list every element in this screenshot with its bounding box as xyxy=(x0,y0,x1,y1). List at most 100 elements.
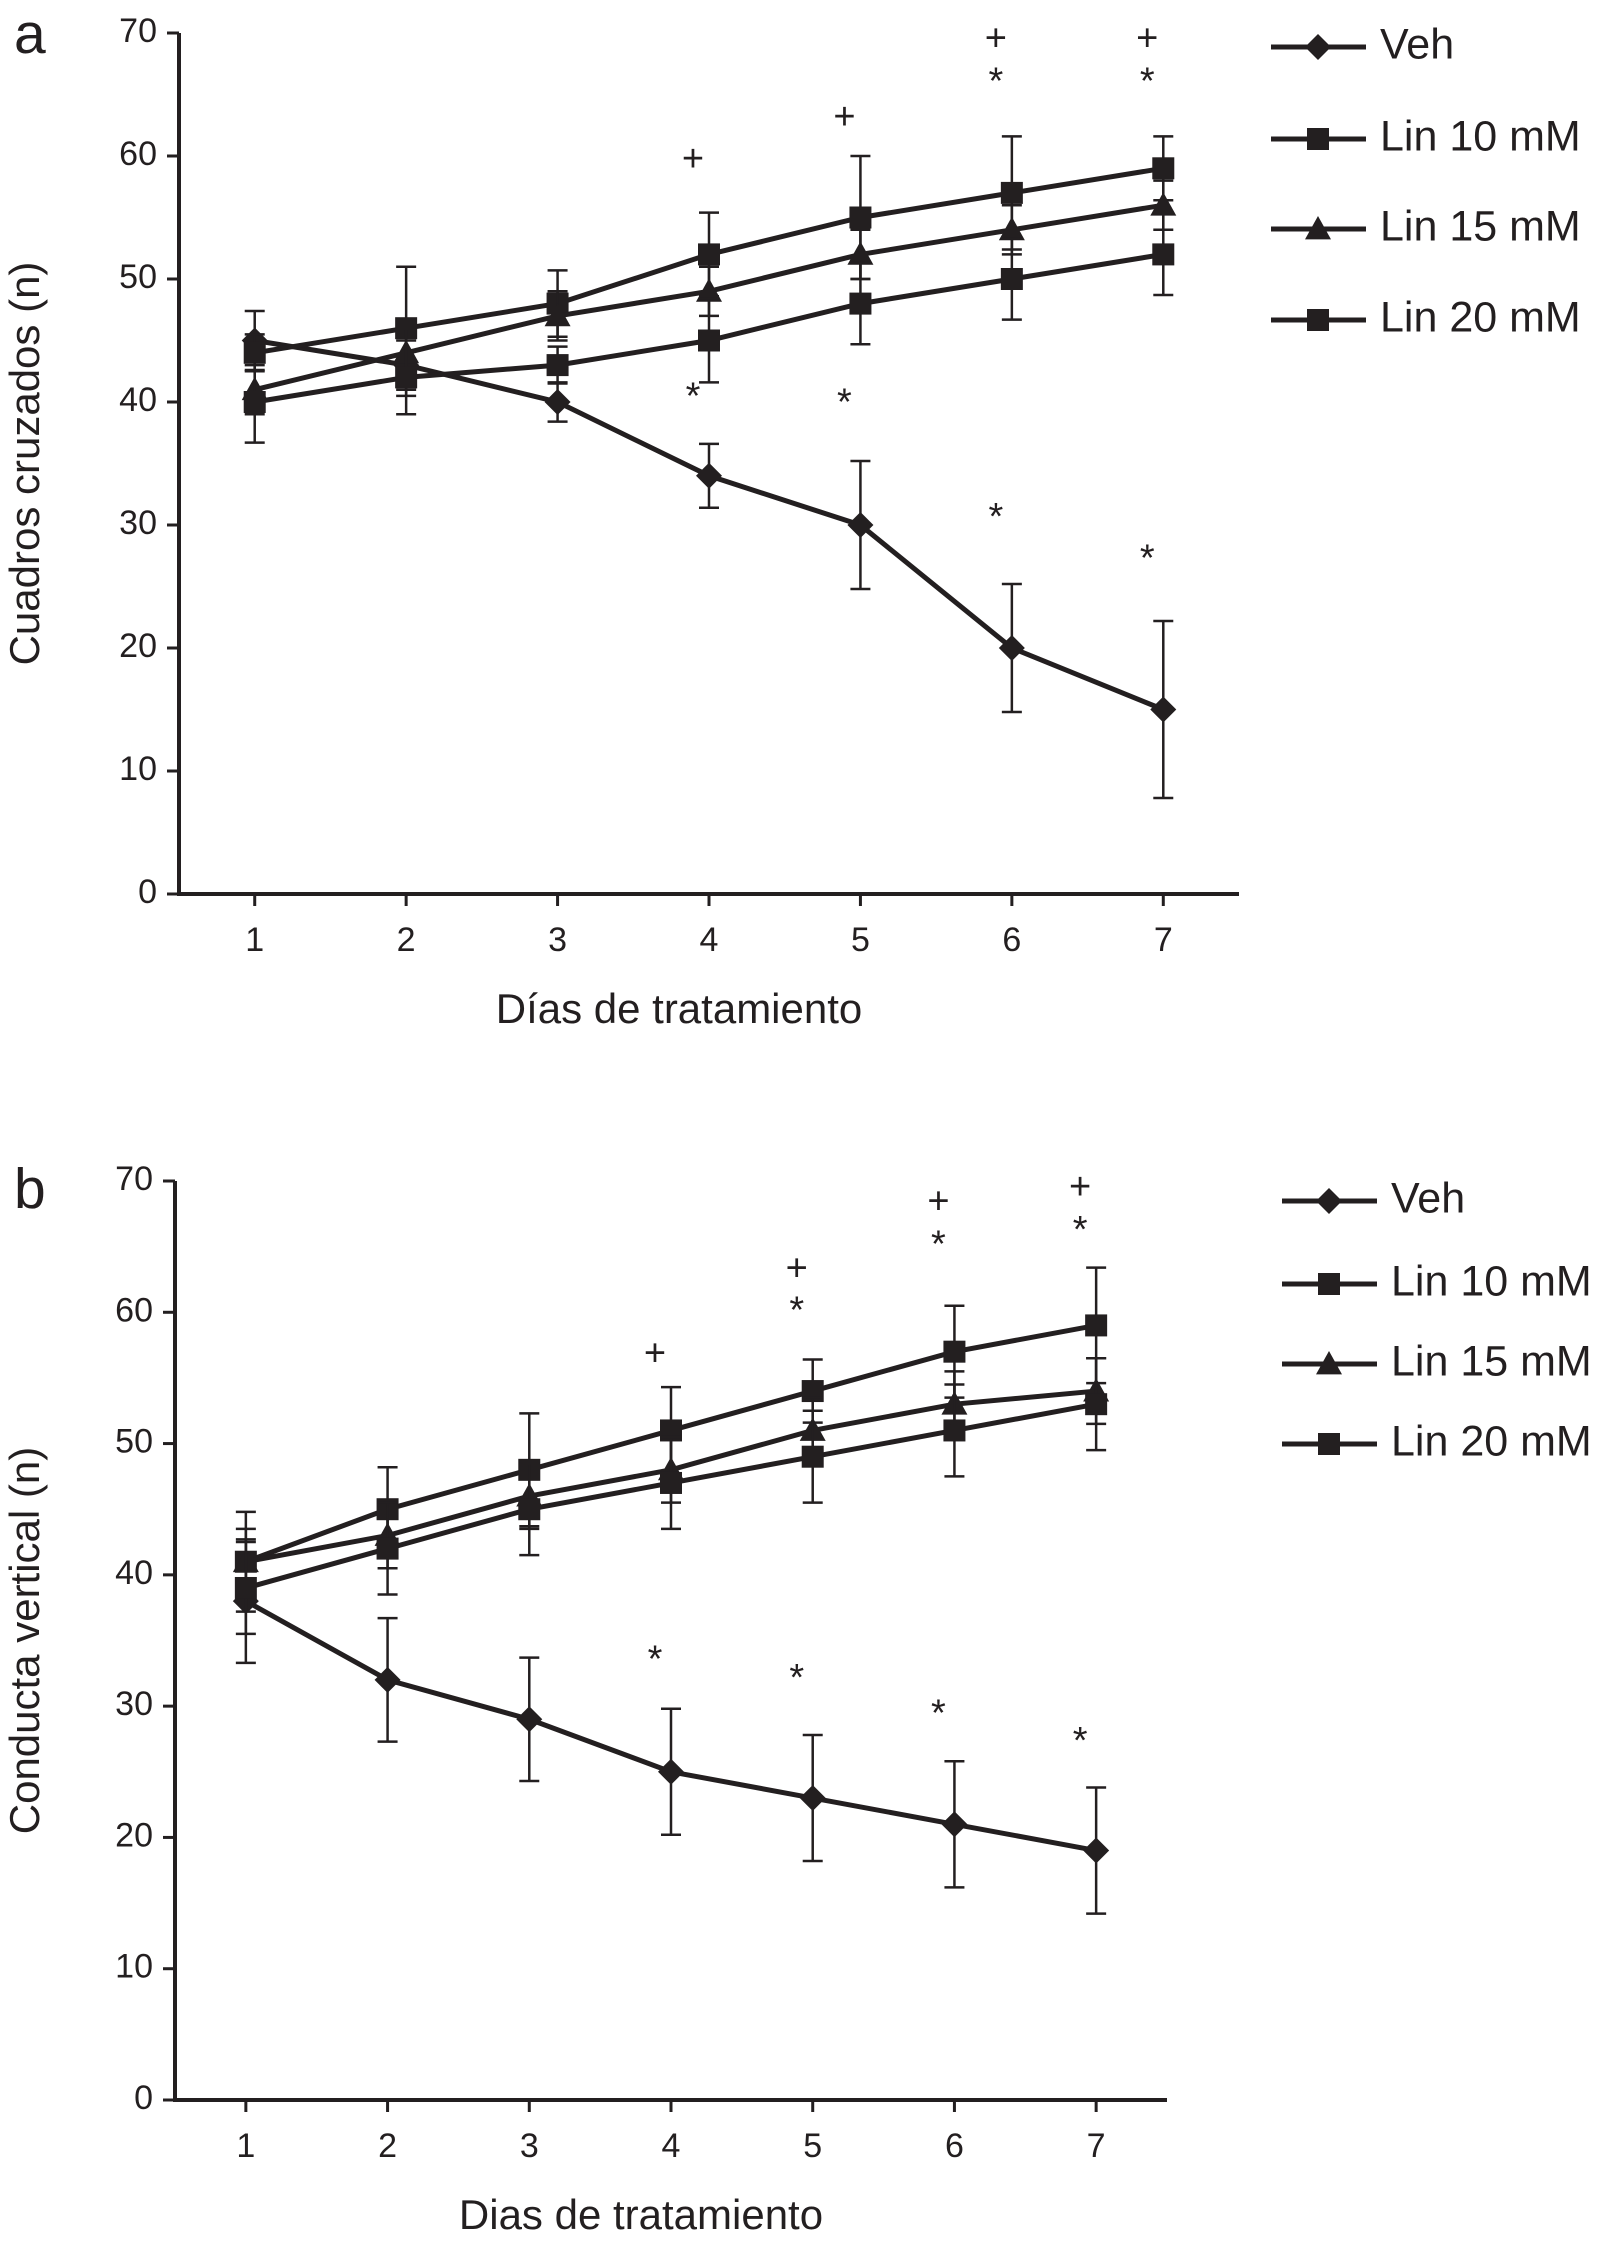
marker xyxy=(849,292,872,315)
y-tick-label: 20 xyxy=(119,627,157,665)
marker xyxy=(1305,216,1331,240)
marker xyxy=(1152,243,1175,266)
annotation: * xyxy=(789,1657,804,1699)
x-tick-label: 3 xyxy=(520,2127,539,2165)
annotation: + xyxy=(1069,1166,1091,1208)
y-tick-label: 40 xyxy=(115,1554,153,1592)
annotation: + xyxy=(985,17,1007,59)
marker xyxy=(658,1758,684,1785)
marker xyxy=(1318,1433,1340,1455)
annotation: * xyxy=(1073,1209,1088,1251)
marker xyxy=(376,1537,399,1560)
annotation: * xyxy=(648,1639,663,1681)
marker xyxy=(1085,1314,1108,1337)
annotation: * xyxy=(1140,538,1155,580)
panel-label: b xyxy=(14,1157,46,1221)
marker xyxy=(234,1576,257,1599)
y-tick-label: 70 xyxy=(119,12,157,50)
series-line xyxy=(254,338,1165,712)
y-tick-label: 30 xyxy=(115,1685,153,1723)
marker xyxy=(847,241,874,265)
marker xyxy=(698,243,720,266)
marker xyxy=(243,391,266,413)
annotation: * xyxy=(837,381,852,423)
x-tick-label: 4 xyxy=(662,2127,681,2165)
legend-label: Lin 20 mM xyxy=(1391,1417,1592,1465)
panel-label: a xyxy=(14,2,46,66)
annotation: * xyxy=(686,375,701,417)
y-axis-title: Conducta vertical (n) xyxy=(1,1447,48,1835)
annotation: * xyxy=(931,1224,946,1266)
marker xyxy=(998,635,1025,661)
x-tick-label: 4 xyxy=(700,921,719,959)
legend-label: Lin 15 mM xyxy=(1380,202,1581,250)
marker xyxy=(1152,157,1175,180)
y-tick-label: 10 xyxy=(119,750,157,788)
marker xyxy=(696,278,722,302)
marker xyxy=(1000,181,1023,204)
x-tick-label: 5 xyxy=(803,2127,822,2165)
marker xyxy=(943,1419,966,1442)
marker xyxy=(1305,34,1331,60)
annotation: + xyxy=(786,1247,808,1289)
legend-label: Veh xyxy=(1391,1174,1465,1222)
marker xyxy=(943,1340,966,1363)
legend-label: Lin 10 mM xyxy=(1380,112,1581,160)
marker xyxy=(696,462,722,489)
marker xyxy=(544,302,571,327)
marker xyxy=(518,1498,541,1521)
x-tick-label: 5 xyxy=(851,921,870,959)
marker xyxy=(374,1666,401,1693)
marker xyxy=(544,389,571,415)
annotation: + xyxy=(833,96,855,138)
marker xyxy=(941,1811,968,1838)
marker xyxy=(243,341,266,364)
x-tick-label: 3 xyxy=(548,921,567,959)
marker xyxy=(1318,1273,1340,1295)
y-tick-label: 0 xyxy=(138,873,157,911)
marker xyxy=(1316,1188,1342,1214)
annotation: * xyxy=(1073,1720,1088,1762)
annotation: * xyxy=(1140,60,1155,102)
marker xyxy=(1083,1837,1110,1864)
legend-label: Lin 20 mM xyxy=(1380,293,1581,341)
marker xyxy=(998,216,1025,241)
marker xyxy=(1150,696,1177,723)
x-tick-label: 6 xyxy=(945,2127,964,2165)
marker xyxy=(1307,309,1329,331)
legend-label: Lin 10 mM xyxy=(1391,1257,1592,1305)
legend-label: Lin 15 mM xyxy=(1391,1337,1592,1385)
y-tick-label: 60 xyxy=(119,135,157,173)
y-tick-label: 50 xyxy=(119,258,157,296)
marker xyxy=(546,354,569,377)
y-tick-label: 70 xyxy=(115,1160,153,1198)
annotation: + xyxy=(1136,17,1158,59)
marker xyxy=(1085,1393,1108,1416)
y-tick-label: 40 xyxy=(119,381,157,419)
x-tick-label: 2 xyxy=(397,921,416,959)
marker xyxy=(1316,1351,1342,1375)
x-tick-label: 6 xyxy=(1002,921,1021,959)
x-tick-label: 2 xyxy=(378,2127,397,2165)
y-tick-label: 60 xyxy=(115,1291,153,1329)
marker xyxy=(660,1471,682,1494)
marker xyxy=(698,329,720,352)
x-tick-label: 7 xyxy=(1087,2127,1106,2165)
annotation: + xyxy=(927,1180,949,1222)
y-tick-label: 0 xyxy=(134,2079,153,2117)
annotation: * xyxy=(931,1692,946,1734)
marker xyxy=(1307,128,1329,150)
y-tick-label: 30 xyxy=(119,504,157,542)
x-tick-label: 7 xyxy=(1154,921,1173,959)
marker xyxy=(801,1445,824,1468)
x-tick-label: 1 xyxy=(236,2127,255,2165)
y-tick-label: 10 xyxy=(115,1948,153,1986)
y-axis-title: Cuadros cruzados (n) xyxy=(1,262,48,666)
y-tick-label: 50 xyxy=(115,1423,153,1461)
x-axis-title: Días de tratamiento xyxy=(496,985,863,1032)
marker xyxy=(849,206,872,229)
annotation: * xyxy=(988,496,1003,538)
legend-label: Veh xyxy=(1380,20,1454,68)
